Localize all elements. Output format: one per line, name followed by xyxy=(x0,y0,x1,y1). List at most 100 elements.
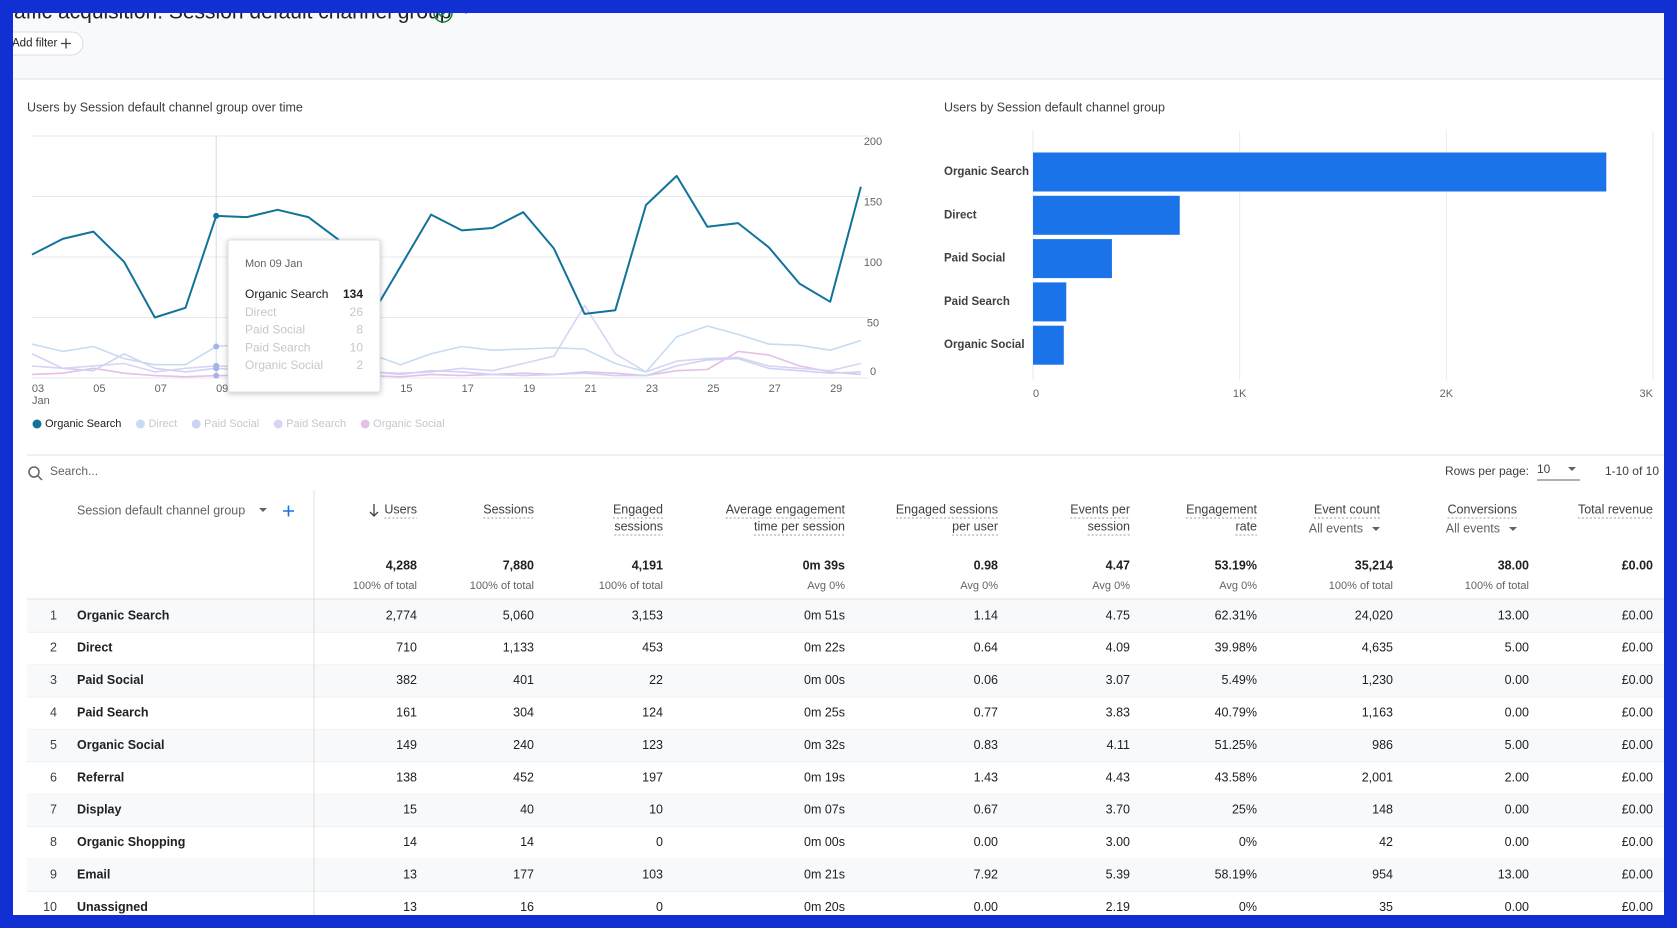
legend-swatch[interactable] xyxy=(135,419,145,429)
column-header[interactable]: Events per xyxy=(1070,502,1130,516)
row-value: 0.06 xyxy=(974,673,998,687)
row-value: 4.75 xyxy=(1106,608,1130,622)
bar-label: Organic Social xyxy=(944,339,1025,351)
metric-selector[interactable]: All events xyxy=(1446,521,1500,535)
row-value: 0m 22s xyxy=(804,641,845,655)
row-value: 0.00 xyxy=(1505,705,1529,719)
column-header[interactable]: Engagement xyxy=(1186,502,1257,516)
row-value: 3.07 xyxy=(1106,673,1130,687)
row-value: 0.00 xyxy=(1505,835,1529,849)
row-value: 0m 19s xyxy=(804,770,845,784)
dimension-dropdown[interactable] xyxy=(259,508,267,512)
row-value: 3.83 xyxy=(1106,705,1130,719)
add-dimension[interactable] xyxy=(283,505,294,517)
row-dimension[interactable]: Organic Social xyxy=(77,738,165,752)
frame xyxy=(1664,0,1677,928)
legend-label[interactable]: Direct xyxy=(148,418,177,430)
row-value: 51.25% xyxy=(1215,738,1257,752)
y-tick-label: 0 xyxy=(870,366,876,378)
x-tick-label: 21 xyxy=(584,383,596,395)
column-header[interactable]: sessions xyxy=(614,519,663,533)
row-dimension[interactable]: Direct xyxy=(77,641,113,655)
total-sub: 100% of total xyxy=(1465,580,1529,592)
tooltip-series-value: 8 xyxy=(356,323,363,337)
column-header[interactable]: Engaged xyxy=(613,502,663,516)
column-header[interactable]: per user xyxy=(952,519,998,533)
legend-swatch[interactable] xyxy=(273,419,283,429)
row-value: 5.00 xyxy=(1505,641,1529,655)
row-value: 0m 00s xyxy=(804,835,845,849)
row-value: 148 xyxy=(1372,803,1393,817)
pagination: 1-10 of 10 xyxy=(1605,464,1659,478)
series-line xyxy=(31,353,861,377)
metric-selector-arrow[interactable] xyxy=(1509,527,1517,531)
row-value: 1.43 xyxy=(974,770,998,784)
legend-label[interactable]: Paid Social xyxy=(204,418,259,430)
column-header[interactable]: time per session xyxy=(754,519,845,533)
row-value: 15 xyxy=(403,803,417,817)
legend-swatch[interactable] xyxy=(32,419,42,429)
rows-per-page-value[interactable]: 10 xyxy=(1537,462,1551,476)
column-header[interactable]: Total revenue xyxy=(1578,502,1653,516)
row-value: 0m 20s xyxy=(804,900,845,914)
row-value: 0 xyxy=(656,900,663,914)
bar[interactable] xyxy=(1033,239,1112,279)
row-dimension[interactable]: Paid Social xyxy=(77,673,144,687)
hover-point xyxy=(213,212,220,219)
tooltip-series-name: Organic Search xyxy=(245,287,328,301)
x-tick-label: 09 xyxy=(216,383,228,395)
row-value: 0 xyxy=(656,835,663,849)
add-filter-label[interactable]: Add filter xyxy=(12,38,58,50)
legend-label[interactable]: Paid Search xyxy=(286,418,346,430)
legend-label[interactable]: Organic Search xyxy=(45,418,121,430)
column-header[interactable]: Engaged sessions xyxy=(896,502,998,516)
column-header[interactable]: Sessions xyxy=(483,502,534,516)
total-sub: 100% of total xyxy=(353,580,417,592)
x-tick-label: 07 xyxy=(155,383,167,395)
column-header[interactable]: Event count xyxy=(1314,502,1381,516)
bar[interactable] xyxy=(1033,282,1067,322)
total-value: 53.19% xyxy=(1215,558,1257,572)
row-value: 10 xyxy=(649,803,663,817)
row-value: 0.00 xyxy=(974,900,998,914)
bar[interactable] xyxy=(1033,152,1607,192)
column-header[interactable]: Users xyxy=(384,502,417,516)
row-dimension[interactable]: Organic Search xyxy=(77,608,169,622)
legend-swatch[interactable] xyxy=(191,419,201,429)
total-value: 35,214 xyxy=(1355,558,1393,572)
row-value: 13 xyxy=(403,867,417,881)
column-header[interactable]: session xyxy=(1088,519,1130,533)
row-dimension[interactable]: Referral xyxy=(77,770,124,784)
select-arrow xyxy=(1568,467,1576,471)
column-header[interactable]: Average engagement xyxy=(726,502,846,516)
row-dimension[interactable]: Display xyxy=(77,803,122,817)
plus-icon xyxy=(61,38,71,49)
legend-label[interactable]: Organic Social xyxy=(373,418,445,430)
bar[interactable] xyxy=(1033,325,1064,365)
bar-label: Paid Social xyxy=(944,253,1005,265)
dimension-header[interactable]: Session default channel group xyxy=(77,503,245,517)
row-value: 103 xyxy=(642,867,663,881)
total-value: £0.00 xyxy=(1622,558,1653,572)
row-dimension[interactable]: Paid Search xyxy=(77,705,149,719)
row-dimension[interactable]: Email xyxy=(77,867,110,881)
metric-selector[interactable]: All events xyxy=(1309,521,1363,535)
metric-selector-arrow[interactable] xyxy=(1372,527,1380,531)
add-filter-button[interactable] xyxy=(0,31,84,56)
row-dimension[interactable]: Unassigned xyxy=(77,900,148,914)
column-header[interactable]: rate xyxy=(1235,519,1257,533)
x-tick-label: 17 xyxy=(462,383,474,395)
total-value: 0.98 xyxy=(974,558,998,572)
total-value: 4,288 xyxy=(386,558,417,572)
frame xyxy=(0,0,1677,13)
search-input[interactable]: Search... xyxy=(50,464,98,478)
row-background xyxy=(27,664,1665,697)
bar[interactable] xyxy=(1033,195,1180,235)
row-value: 42 xyxy=(1379,835,1393,849)
row-value: 14 xyxy=(403,835,417,849)
row-dimension[interactable]: Organic Shopping xyxy=(77,835,185,849)
column-header[interactable]: Conversions xyxy=(1448,502,1517,516)
row-value: 1,230 xyxy=(1362,673,1393,687)
row-value: 35 xyxy=(1379,900,1393,914)
legend-swatch[interactable] xyxy=(360,419,370,429)
